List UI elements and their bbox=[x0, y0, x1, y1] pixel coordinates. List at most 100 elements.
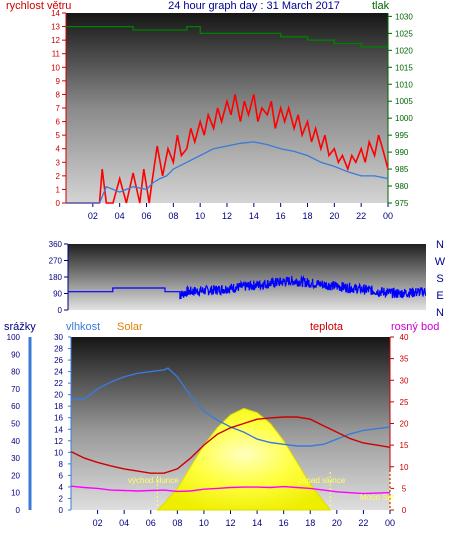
compass-label: S bbox=[436, 273, 443, 285]
weather-x-tick-label: 04 bbox=[119, 518, 129, 528]
temperature-tick-label: 5 bbox=[402, 484, 407, 493]
wind-x-tick-label: 06 bbox=[141, 211, 151, 221]
direction-tick-label: 270 bbox=[49, 257, 63, 266]
weather-x-tick-label: 02 bbox=[93, 518, 103, 528]
wind-right-tick-label: 1025 bbox=[395, 29, 413, 38]
temperature-tick-label: 40 bbox=[400, 333, 409, 342]
wind-right-axis-label: tlak bbox=[372, 0, 390, 12]
wind-right-tick-label: 1015 bbox=[395, 63, 413, 72]
compass-label: E bbox=[436, 290, 443, 302]
rain-axis-label: srážky bbox=[4, 321, 36, 333]
wind-left-tick-label: 6 bbox=[56, 118, 61, 127]
rain-tick-label: 10 bbox=[11, 489, 20, 498]
wind-left-tick-label: 7 bbox=[56, 104, 61, 113]
wind-left-tick-label: 4 bbox=[56, 145, 61, 154]
humidity-tick-label: 8 bbox=[59, 460, 64, 469]
wind-left-tick-label: 11 bbox=[52, 50, 61, 59]
solar-axis-label: Solar bbox=[117, 321, 143, 333]
sunset-label: západ slunce bbox=[298, 476, 346, 485]
wind-plot-area bbox=[66, 13, 388, 203]
humidity-tick-label: 30 bbox=[54, 333, 63, 342]
weather-x-tick-label: 08 bbox=[172, 518, 182, 528]
chart-title: 24 hour graph day : 31 March 2017 bbox=[168, 0, 340, 12]
pressure-series-line bbox=[66, 25, 388, 48]
wind-x-tick-label: 22 bbox=[356, 211, 366, 221]
dew-point-series-line bbox=[70, 485, 391, 495]
direction-series-line bbox=[68, 274, 427, 300]
humidity-tick-label: 6 bbox=[59, 471, 64, 480]
solar-area bbox=[156, 407, 332, 511]
humidity-tick-label: 26 bbox=[54, 356, 63, 365]
rain-tick-label: 30 bbox=[11, 454, 20, 463]
humidity-tick-label: 2 bbox=[59, 494, 64, 503]
compass-label: N bbox=[436, 307, 444, 319]
gust-series-line bbox=[66, 94, 389, 204]
temperature-tick-label: 25 bbox=[400, 398, 409, 407]
temperature-tick-label: 0 bbox=[402, 506, 407, 515]
wind-left-tick-label: 10 bbox=[51, 63, 60, 72]
direction-plot-area bbox=[68, 244, 426, 310]
humidity-tick-label: 16 bbox=[54, 414, 63, 423]
rain-tick-label: 100 bbox=[7, 333, 21, 342]
wind-left-tick-label: 12 bbox=[51, 36, 60, 45]
wind-x-tick-label: 18 bbox=[302, 211, 312, 221]
weather-x-tick-label: 16 bbox=[279, 518, 289, 528]
wind-right-tick-label: 1010 bbox=[395, 80, 413, 89]
temperature-tick-label: 20 bbox=[400, 420, 409, 429]
wind-right-tick-label: 995 bbox=[395, 131, 409, 140]
dew-point-axis-label: rosný bod bbox=[391, 321, 439, 333]
direction-tick-label: 0 bbox=[58, 306, 63, 315]
humidity-tick-label: 22 bbox=[54, 379, 63, 388]
humidity-tick-label: 24 bbox=[54, 368, 63, 377]
wind-left-tick-label: 8 bbox=[56, 90, 61, 99]
wind-x-tick-label: 20 bbox=[329, 211, 339, 221]
humidity-tick-label: 18 bbox=[54, 402, 63, 411]
average-series-line bbox=[66, 141, 389, 204]
wind-left-tick-label: 1 bbox=[56, 185, 61, 194]
rain-tick-label: 50 bbox=[11, 420, 20, 429]
rain-tick-label: 0 bbox=[16, 506, 21, 515]
wind-left-tick-label: 0 bbox=[56, 199, 61, 208]
humidity-tick-label: 28 bbox=[54, 345, 63, 354]
wind-x-tick-label: 16 bbox=[276, 211, 286, 221]
humidity-tick-label: 20 bbox=[54, 391, 63, 400]
temperature-axis-label: teplota bbox=[310, 321, 344, 333]
rain-tick-label: 80 bbox=[11, 368, 20, 377]
wind-x-tick-label: 08 bbox=[168, 211, 178, 221]
wind-left-tick-label: 13 bbox=[51, 23, 60, 32]
wind-x-tick-label: 02 bbox=[88, 211, 98, 221]
weather-x-tick-label: 10 bbox=[199, 518, 209, 528]
wind-x-tick-label: 04 bbox=[115, 211, 125, 221]
temperature-tick-label: 15 bbox=[400, 441, 409, 450]
direction-tick-label: 360 bbox=[49, 240, 63, 249]
compass-label: W bbox=[435, 256, 446, 268]
wind-x-tick-label: 10 bbox=[195, 211, 205, 221]
weather-x-tick-label: 20 bbox=[332, 518, 342, 528]
wind-right-tick-label: 985 bbox=[395, 165, 409, 174]
wind-x-tick-label: 12 bbox=[222, 211, 232, 221]
temperature-tick-label: 35 bbox=[400, 355, 409, 364]
humidity-tick-label: 0 bbox=[59, 506, 64, 515]
wind-right-tick-label: 1020 bbox=[395, 46, 413, 55]
rain-tick-label: 90 bbox=[11, 350, 20, 359]
temperature-tick-label: 10 bbox=[400, 463, 409, 472]
wind-right-tick-label: 980 bbox=[395, 182, 409, 191]
humidity-tick-label: 14 bbox=[54, 425, 63, 434]
temperature-series-line bbox=[70, 416, 391, 474]
humidity-tick-label: 12 bbox=[54, 437, 63, 446]
wind-left-tick-label: 14 bbox=[51, 9, 60, 18]
wind-left-tick-label: 9 bbox=[56, 77, 61, 86]
humidity-axis-label: vlhkost bbox=[66, 321, 100, 333]
weather-x-tick-label: 00 bbox=[385, 518, 395, 528]
compass-label: N bbox=[436, 239, 444, 251]
wind-x-tick-label: 00 bbox=[383, 211, 393, 221]
wind-right-tick-label: 990 bbox=[395, 148, 409, 157]
rain-tick-label: 20 bbox=[11, 471, 20, 480]
weather-x-tick-label: 22 bbox=[358, 518, 368, 528]
humidity-tick-label: 4 bbox=[59, 483, 64, 492]
wind-left-tick-label: 3 bbox=[56, 158, 61, 167]
wind-right-tick-label: 975 bbox=[395, 199, 409, 208]
temperature-tick-label: 30 bbox=[400, 376, 409, 385]
sunrise-label: východ slunce bbox=[128, 476, 179, 485]
